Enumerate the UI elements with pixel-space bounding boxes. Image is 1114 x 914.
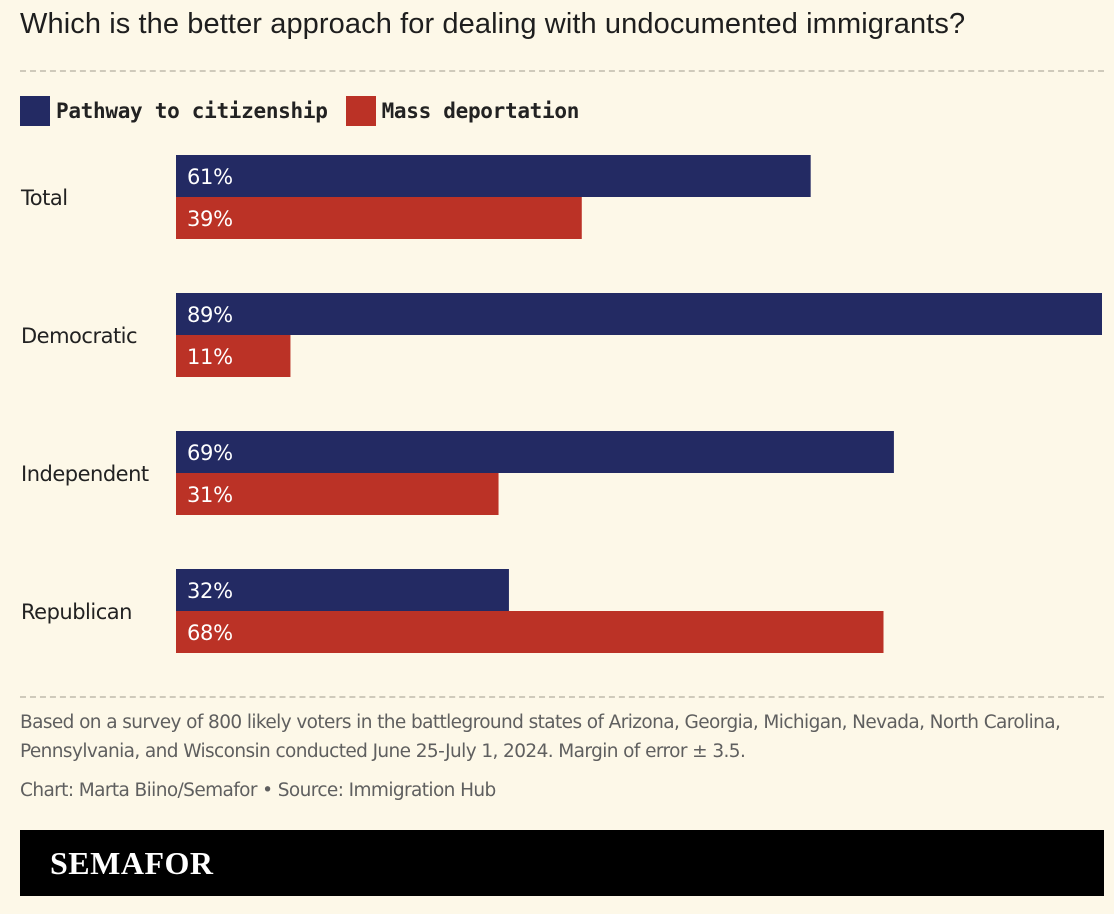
data-label-democratic-pathway: 89% — [187, 303, 233, 327]
bar-democratic-deportation — [176, 335, 291, 377]
bar-republican-deportation — [176, 611, 884, 653]
data-label-democratic-deportation: 11% — [187, 345, 233, 369]
legend: Pathway to citizenship Mass deportation — [20, 95, 597, 127]
data-label-total-deportation: 39% — [187, 207, 233, 231]
survey-note: Based on a survey of 800 likely voters i… — [20, 712, 1061, 762]
brand-bar: SEMAFOR — [20, 830, 1104, 896]
legend-swatch-deportation — [345, 96, 376, 126]
category-label-independent: Independent — [21, 462, 149, 486]
bar-chart: Total 61% 39% Democratic 89% 11% Independent 69… — [20, 155, 1102, 653]
category-label-republican: Republican — [21, 600, 132, 624]
category-label-total: Total — [20, 186, 68, 210]
legend-item-deportation: Mass deportation — [345, 96, 580, 126]
semafor-logo: SEMAFOR — [50, 844, 214, 881]
chart-credit: Chart: Marta Biino/Semafor • Source: Imm… — [20, 780, 496, 801]
bar-total-deportation — [176, 197, 582, 239]
chart-title: Which is the better approach for dealing… — [20, 8, 966, 40]
category-label-democratic: Democratic — [21, 324, 137, 348]
data-label-republican-pathway: 32% — [187, 579, 233, 603]
bar-democratic-pathway — [176, 293, 1102, 335]
data-label-independent-pathway: 69% — [187, 441, 233, 465]
bottom-divider — [20, 696, 1104, 698]
data-label-independent-deportation: 31% — [187, 483, 233, 507]
top-divider — [20, 70, 1104, 72]
bar-independent-deportation — [176, 473, 499, 515]
bar-republican-pathway — [176, 569, 509, 611]
bar-total-pathway — [176, 155, 811, 197]
bar-independent-pathway — [176, 431, 894, 473]
legend-swatch-pathway — [20, 96, 50, 126]
data-label-total-pathway: 61% — [187, 165, 233, 189]
legend-label-deportation: Mass deportation — [381, 99, 580, 123]
data-label-republican-deportation: 68% — [187, 621, 233, 645]
legend-label-pathway: Pathway to citizenship — [56, 99, 328, 123]
legend-item-pathway: Pathway to citizenship — [20, 96, 328, 126]
